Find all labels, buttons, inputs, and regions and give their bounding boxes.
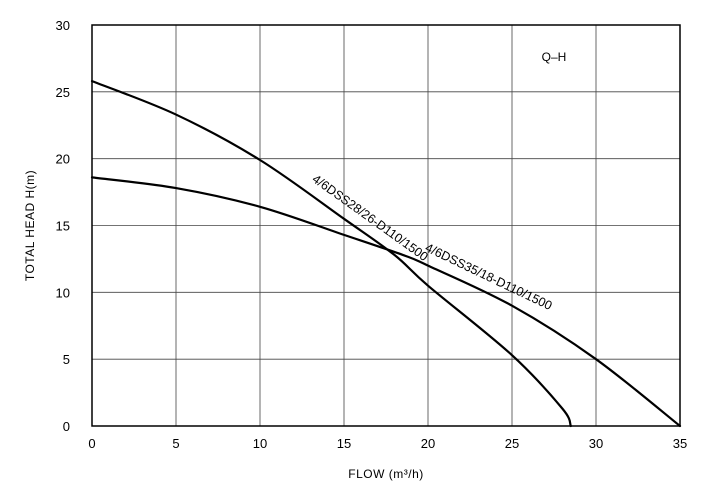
y-tick-label: 25 [56, 85, 70, 100]
x-tick-label: 15 [337, 436, 351, 451]
y-tick-label: 5 [63, 352, 70, 367]
grid [91, 24, 681, 427]
series-line [90, 176, 682, 428]
x-tick-label: 30 [589, 436, 603, 451]
y-tick-label: 10 [56, 285, 70, 300]
curves [90, 80, 682, 428]
series-line [90, 80, 572, 428]
x-tick-label: 20 [421, 436, 435, 451]
x-tick-label: 5 [172, 436, 179, 451]
y-axis-ticks: 0 5 10 15 20 25 30 [56, 18, 70, 434]
y-axis-title: TOTAL HEAD H(m) [23, 170, 37, 281]
x-tick-label: 25 [505, 436, 519, 451]
plot-frame [91, 24, 681, 427]
chart-annotation: Q–H [542, 50, 567, 64]
y-tick-label: 30 [56, 18, 70, 33]
y-tick-label: 15 [56, 219, 70, 234]
x-axis-ticks: 0 5 10 15 20 25 30 35 [88, 436, 687, 451]
x-tick-label: 0 [88, 436, 95, 451]
x-tick-label: 35 [673, 436, 687, 451]
x-tick-label: 10 [253, 436, 267, 451]
y-tick-label: 0 [63, 419, 70, 434]
y-tick-label: 20 [56, 152, 70, 167]
x-axis-title: FLOW (m³/h) [348, 467, 424, 481]
